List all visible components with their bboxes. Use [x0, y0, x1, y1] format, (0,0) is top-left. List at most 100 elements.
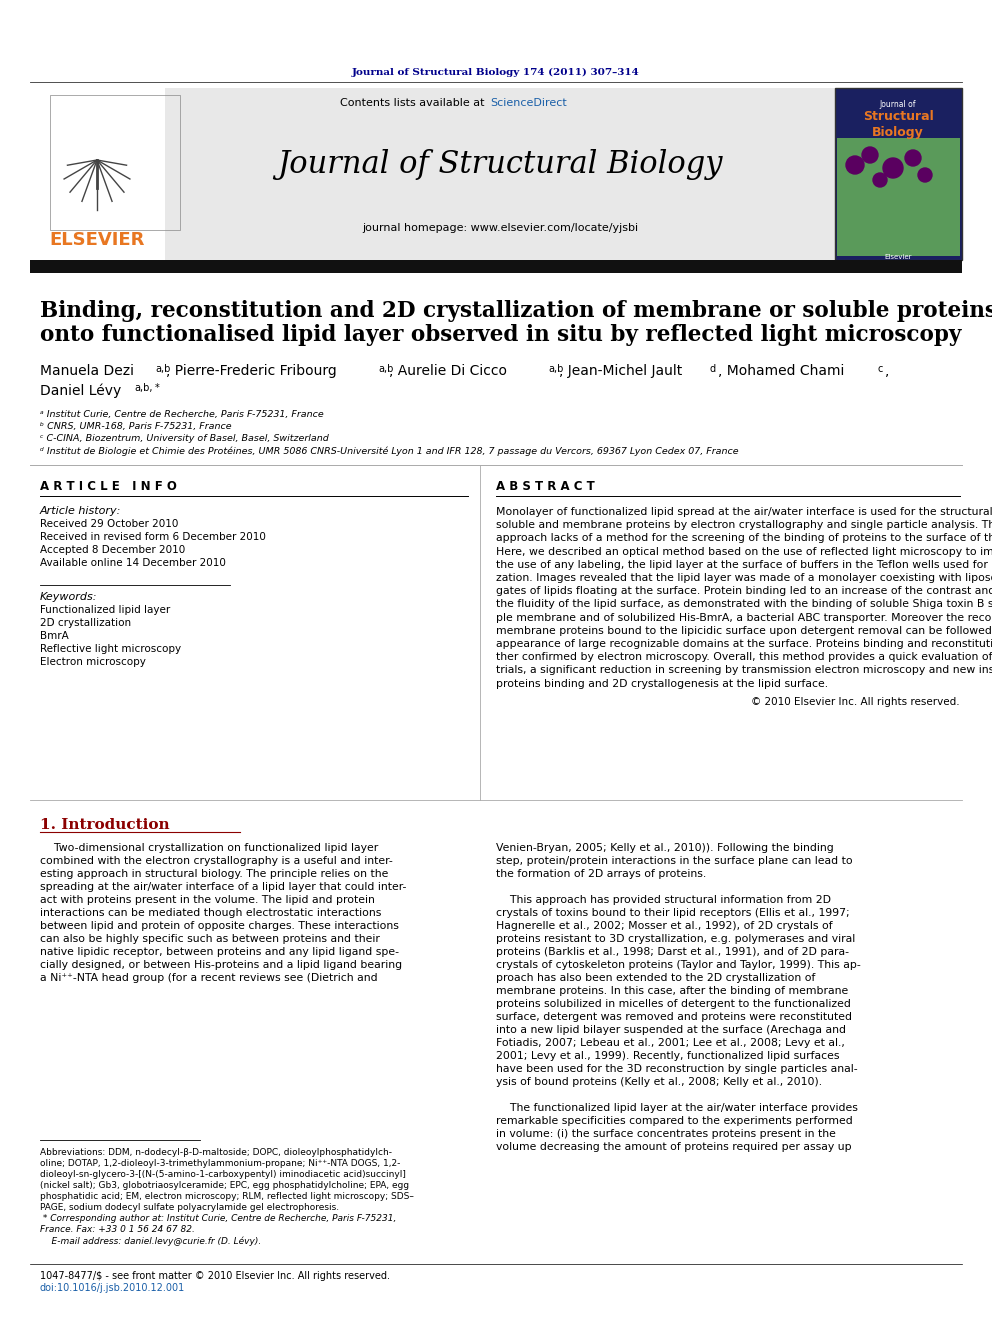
Text: d: d — [710, 364, 716, 374]
Text: in volume: (i) the surface concentrates proteins present in the: in volume: (i) the surface concentrates … — [496, 1129, 836, 1139]
Text: Reflective light microscopy: Reflective light microscopy — [40, 644, 182, 654]
Circle shape — [883, 157, 903, 179]
Text: have been used for the 3D reconstruction by single particles anal-: have been used for the 3D reconstruction… — [496, 1064, 858, 1074]
Text: Fotiadis, 2007; Lebeau et al., 2001; Lee et al., 2008; Levy et al.,: Fotiadis, 2007; Lebeau et al., 2001; Lee… — [496, 1039, 845, 1048]
Text: 2001; Levy et al., 1999). Recently, functionalized lipid surfaces: 2001; Levy et al., 1999). Recently, func… — [496, 1050, 839, 1061]
Text: Venien-Bryan, 2005; Kelly et al., 2010)). Following the binding: Venien-Bryan, 2005; Kelly et al., 2010))… — [496, 843, 833, 853]
Text: journal homepage: www.elsevier.com/locate/yjsbi: journal homepage: www.elsevier.com/locat… — [362, 224, 638, 233]
Text: Journal of Structural Biology 174 (2011) 307–314: Journal of Structural Biology 174 (2011)… — [352, 67, 640, 77]
Text: France. Fax: +33 0 1 56 24 67 82.: France. Fax: +33 0 1 56 24 67 82. — [40, 1225, 194, 1234]
Text: Received in revised form 6 December 2010: Received in revised form 6 December 2010 — [40, 532, 266, 542]
Text: combined with the electron crystallography is a useful and inter-: combined with the electron crystallograp… — [40, 856, 393, 867]
Text: Here, we described an optical method based on the use of reflected light microsc: Here, we described an optical method bas… — [496, 546, 992, 557]
Text: crystals of cytoskeleton proteins (Taylor and Taylor, 1999). This ap-: crystals of cytoskeleton proteins (Taylo… — [496, 960, 861, 970]
Text: PAGE, sodium dodecyl sulfate polyacrylamide gel electrophoresis.: PAGE, sodium dodecyl sulfate polyacrylam… — [40, 1203, 339, 1212]
Text: Two-dimensional crystallization on functionalized lipid layer: Two-dimensional crystallization on funct… — [40, 843, 378, 853]
Text: proteins (Barklis et al., 1998; Darst et al., 1991), and of 2D para-: proteins (Barklis et al., 1998; Darst et… — [496, 947, 849, 957]
Text: appearance of large recognizable domains at the surface. Proteins binding and re: appearance of large recognizable domains… — [496, 639, 992, 650]
Bar — [30, 89, 165, 261]
Text: gates of lipids floating at the surface. Protein binding led to an increase of t: gates of lipids floating at the surface.… — [496, 586, 992, 597]
Text: act with proteins present in the volume. The lipid and protein: act with proteins present in the volume.… — [40, 894, 375, 905]
Text: zation. Images revealed that the lipid layer was made of a monolayer coexisting : zation. Images revealed that the lipid l… — [496, 573, 992, 583]
Text: 2D crystallization: 2D crystallization — [40, 618, 131, 628]
Text: c: c — [878, 364, 883, 374]
Text: The functionalized lipid layer at the air/water interface provides: The functionalized lipid layer at the ai… — [496, 1103, 858, 1113]
Text: cially designed, or between His-proteins and a lipid ligand bearing: cially designed, or between His-proteins… — [40, 960, 402, 970]
Text: proach has also been extended to the 2D crystallization of: proach has also been extended to the 2D … — [496, 972, 815, 983]
Text: a,b,: a,b, — [134, 382, 153, 393]
Text: Keywords:: Keywords: — [40, 591, 97, 602]
Text: (nickel salt); Gb3, globotriaosylceramide; EPC, egg phosphatidylcholine; EPA, eg: (nickel salt); Gb3, globotriaosylceramid… — [40, 1181, 409, 1189]
Text: 1047-8477/$ - see front matter © 2010 Elsevier Inc. All rights reserved.: 1047-8477/$ - see front matter © 2010 El… — [40, 1271, 390, 1281]
Text: E-mail address: daniel.levy@curie.fr (D. Lévy).: E-mail address: daniel.levy@curie.fr (D.… — [40, 1236, 261, 1245]
Text: Contents lists available at: Contents lists available at — [340, 98, 488, 108]
Bar — [30, 261, 962, 273]
Text: between lipid and protein of opposite charges. These interactions: between lipid and protein of opposite ch… — [40, 921, 399, 931]
Text: Elsevier: Elsevier — [884, 254, 912, 261]
Text: ther confirmed by electron microscopy. Overall, this method provides a quick eva: ther confirmed by electron microscopy. O… — [496, 652, 992, 663]
Text: Biology: Biology — [872, 126, 924, 139]
Text: step, protein/protein interactions in the surface plane can lead to: step, protein/protein interactions in th… — [496, 856, 853, 867]
Text: BmrA: BmrA — [40, 631, 68, 642]
Text: ScienceDirect: ScienceDirect — [490, 98, 566, 108]
Text: ELSEVIER: ELSEVIER — [50, 232, 145, 249]
Text: Abbreviations: DDM, n-dodecyl-β-D-maltoside; DOPC, dioleoylphosphatidylch-: Abbreviations: DDM, n-dodecyl-β-D-maltos… — [40, 1148, 392, 1158]
Text: , Aurelie Di Cicco: , Aurelie Di Cicco — [389, 364, 507, 378]
Text: ᵃ Institut Curie, Centre de Recherche, Paris F-75231, France: ᵃ Institut Curie, Centre de Recherche, P… — [40, 410, 323, 419]
Text: onto functionalised lipid layer observed in situ by reflected light microscopy: onto functionalised lipid layer observed… — [40, 324, 961, 347]
Text: ysis of bound proteins (Kelly et al., 2008; Kelly et al., 2010).: ysis of bound proteins (Kelly et al., 20… — [496, 1077, 822, 1088]
Text: , Jean-Michel Jault: , Jean-Michel Jault — [559, 364, 682, 378]
Text: native lipidic receptor, between proteins and any lipid ligand spe-: native lipidic receptor, between protein… — [40, 947, 399, 957]
Text: ,: , — [885, 364, 890, 378]
Text: into a new lipid bilayer suspended at the surface (Arechaga and: into a new lipid bilayer suspended at th… — [496, 1025, 846, 1035]
Text: Electron microscopy: Electron microscopy — [40, 658, 146, 667]
Text: , Pierre-Frederic Fribourg: , Pierre-Frederic Fribourg — [166, 364, 336, 378]
Text: esting approach in structural biology. The principle relies on the: esting approach in structural biology. T… — [40, 869, 389, 878]
Circle shape — [873, 173, 887, 187]
Text: , Mohamed Chami: , Mohamed Chami — [718, 364, 844, 378]
Text: Manuela Dezi: Manuela Dezi — [40, 364, 134, 378]
Text: *: * — [155, 382, 160, 393]
Text: the formation of 2D arrays of proteins.: the formation of 2D arrays of proteins. — [496, 869, 706, 878]
Text: soluble and membrane proteins by electron crystallography and single particle an: soluble and membrane proteins by electro… — [496, 520, 992, 531]
Circle shape — [846, 156, 864, 175]
Text: trials, a significant reduction in screening by transmission electron microscopy: trials, a significant reduction in scree… — [496, 665, 992, 676]
Text: the fluidity of the lipid surface, as demonstrated with the binding of soluble S: the fluidity of the lipid surface, as de… — [496, 599, 992, 610]
Text: Functionalized lipid layer: Functionalized lipid layer — [40, 605, 171, 615]
Text: remarkable specificities compared to the experiments performed: remarkable specificities compared to the… — [496, 1117, 853, 1126]
Text: doi:10.1016/j.jsb.2010.12.001: doi:10.1016/j.jsb.2010.12.001 — [40, 1283, 186, 1293]
Text: surface, detergent was removed and proteins were reconstituted: surface, detergent was removed and prote… — [496, 1012, 852, 1021]
Text: Journal of Structural Biology: Journal of Structural Biology — [277, 149, 723, 180]
Bar — [837, 138, 960, 255]
Text: a Ni⁺⁺-NTA head group (for a recent reviews see (Dietrich and: a Ni⁺⁺-NTA head group (for a recent revi… — [40, 972, 378, 983]
Text: a,b: a,b — [548, 364, 563, 374]
Text: a,b: a,b — [155, 364, 171, 374]
Text: ᵇ CNRS, UMR-168, Paris F-75231, France: ᵇ CNRS, UMR-168, Paris F-75231, France — [40, 422, 231, 431]
Text: Hagnerelle et al., 2002; Mosser et al., 1992), of 2D crystals of: Hagnerelle et al., 2002; Mosser et al., … — [496, 921, 832, 931]
Text: spreading at the air/water interface of a lipid layer that could inter-: spreading at the air/water interface of … — [40, 882, 407, 892]
Text: Daniel Lévy: Daniel Lévy — [40, 382, 121, 397]
Bar — [165, 89, 835, 261]
Text: ᶜ C-CINA, Biozentrum, University of Basel, Basel, Switzerland: ᶜ C-CINA, Biozentrum, University of Base… — [40, 434, 328, 443]
Text: Monolayer of functionalized lipid spread at the air/water interface is used for : Monolayer of functionalized lipid spread… — [496, 507, 992, 517]
Text: ᵈ Institut de Biologie et Chimie des Protéines, UMR 5086 CNRS-Université Lyon 1 : ᵈ Institut de Biologie et Chimie des Pro… — [40, 446, 739, 455]
Text: membrane proteins. In this case, after the binding of membrane: membrane proteins. In this case, after t… — [496, 986, 848, 996]
Text: approach lacks of a method for the screening of the binding of proteins to the s: approach lacks of a method for the scree… — [496, 533, 992, 544]
Text: proteins binding and 2D crystallogenesis at the lipid surface.: proteins binding and 2D crystallogenesis… — [496, 679, 828, 688]
Text: Received 29 October 2010: Received 29 October 2010 — [40, 519, 179, 529]
Text: This approach has provided structural information from 2D: This approach has provided structural in… — [496, 894, 831, 905]
Circle shape — [918, 168, 932, 183]
Text: proteins solubilized in micelles of detergent to the functionalized: proteins solubilized in micelles of dete… — [496, 999, 851, 1009]
Text: 1. Introduction: 1. Introduction — [40, 818, 170, 832]
Text: a,b: a,b — [378, 364, 394, 374]
Text: can also be highly specific such as between proteins and their: can also be highly specific such as betw… — [40, 934, 380, 945]
Text: ple membrane and of solubilized His-BmrA, a bacterial ABC transporter. Moreover : ple membrane and of solubilized His-BmrA… — [496, 613, 992, 623]
Text: crystals of toxins bound to their lipid receptors (Ellis et al., 1997;: crystals of toxins bound to their lipid … — [496, 908, 849, 918]
Text: Available online 14 December 2010: Available online 14 December 2010 — [40, 558, 226, 568]
Circle shape — [862, 147, 878, 163]
Bar — [835, 89, 962, 261]
Circle shape — [905, 149, 921, 165]
Text: A R T I C L E   I N F O: A R T I C L E I N F O — [40, 480, 177, 493]
Text: proteins resistant to 3D crystallization, e.g. polymerases and viral: proteins resistant to 3D crystallization… — [496, 934, 855, 945]
Text: oline; DOTAP, 1,2-dioleoyl-3-trimethylammonium-propane; Ni⁺⁺-NTA DOGS, 1,2-: oline; DOTAP, 1,2-dioleoyl-3-trimethylam… — [40, 1159, 401, 1168]
